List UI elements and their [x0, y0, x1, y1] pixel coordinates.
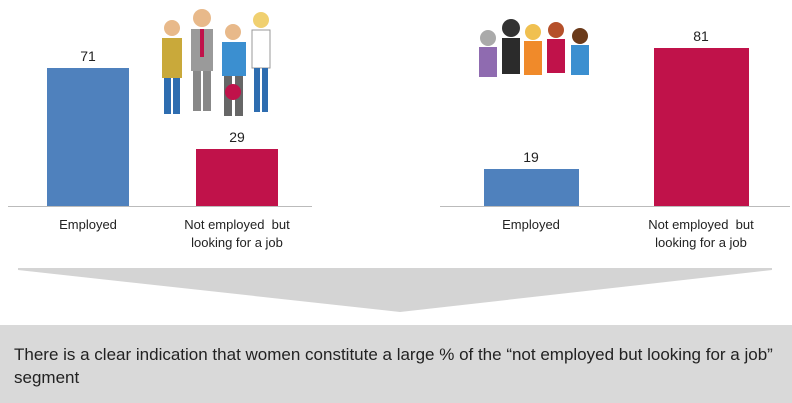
women-illustration: [479, 19, 589, 77]
bar: [483, 168, 579, 206]
category-label: Employed: [502, 217, 560, 232]
baseline: [440, 206, 790, 207]
value-label: 71: [80, 47, 96, 64]
value-label: 29: [229, 129, 245, 146]
chevron: [18, 268, 772, 312]
bar: [196, 149, 278, 206]
category-label: Not employed but looking for a job: [648, 217, 758, 250]
decoration: [18, 9, 772, 312]
bar: [47, 67, 129, 206]
value-label: 81: [693, 28, 709, 45]
category-label: Employed: [59, 217, 117, 232]
men-illustration: [162, 9, 271, 116]
value-label: 19: [523, 148, 539, 165]
baseline: [8, 206, 312, 207]
conclusion: There is a clear indication that women c…: [0, 325, 792, 403]
bar: [653, 48, 749, 206]
category-label: Not employed but looking for a job: [184, 217, 294, 250]
